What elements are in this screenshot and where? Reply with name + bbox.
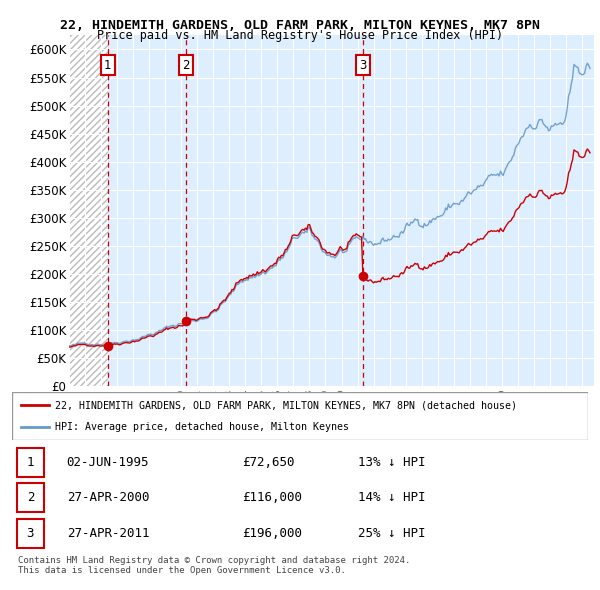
Bar [17, 483, 44, 513]
Text: 22, HINDEMITH GARDENS, OLD FARM PARK, MILTON KEYNES, MK7 8PN (detached house): 22, HINDEMITH GARDENS, OLD FARM PARK, MI… [55, 400, 517, 410]
Text: 14% ↓ HPI: 14% ↓ HPI [358, 491, 425, 504]
Bar [17, 448, 44, 477]
Text: 25% ↓ HPI: 25% ↓ HPI [358, 527, 425, 540]
Text: 1: 1 [26, 456, 34, 469]
Text: £72,650: £72,650 [242, 456, 295, 469]
Text: 27-APR-2000: 27-APR-2000 [67, 491, 149, 504]
Text: 27-APR-2011: 27-APR-2011 [67, 527, 149, 540]
Text: 2: 2 [182, 59, 190, 72]
Text: 3: 3 [26, 527, 34, 540]
Text: 13% ↓ HPI: 13% ↓ HPI [358, 456, 425, 469]
Text: 1: 1 [104, 59, 112, 72]
Text: HPI: Average price, detached house, Milton Keynes: HPI: Average price, detached house, Milt… [55, 422, 349, 432]
Text: 3: 3 [359, 59, 367, 72]
Bar [17, 519, 44, 548]
Text: Contains HM Land Registry data © Crown copyright and database right 2024.
This d: Contains HM Land Registry data © Crown c… [18, 556, 410, 575]
Bar [69, 35, 108, 386]
Text: 02-JUN-1995: 02-JUN-1995 [67, 456, 149, 469]
Text: Price paid vs. HM Land Registry's House Price Index (HPI): Price paid vs. HM Land Registry's House … [97, 30, 503, 42]
Text: £116,000: £116,000 [242, 491, 302, 504]
Text: 2: 2 [26, 491, 34, 504]
Text: £196,000: £196,000 [242, 527, 302, 540]
Text: 22, HINDEMITH GARDENS, OLD FARM PARK, MILTON KEYNES, MK7 8PN: 22, HINDEMITH GARDENS, OLD FARM PARK, MI… [60, 19, 540, 32]
